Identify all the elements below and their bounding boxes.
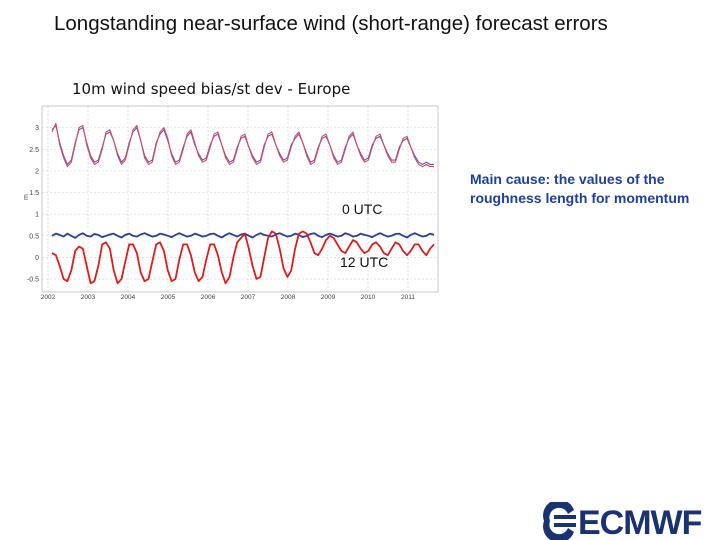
plot-area	[41, 105, 439, 293]
x-tick-label: 2006	[201, 294, 216, 300]
ecmwf-logo: ECMWF	[543, 502, 703, 540]
y-axis-label: m	[23, 194, 30, 200]
y-tick-label: 1	[35, 212, 39, 219]
ecmwf-swirl-icon	[543, 502, 576, 540]
x-axis-ticks: 2002 2003 2004 2005 2006 2007 2008 2009 2010 2011	[41, 294, 416, 300]
x-tick-label: 2005	[161, 294, 176, 300]
logo-text: ECMWF	[578, 504, 702, 540]
y-tick-label: 0.5	[29, 233, 39, 240]
y-tick-label: 2.5	[29, 147, 39, 154]
series-line-0-utc-st-dev	[51, 122, 434, 168]
x-tick-label: 2009	[321, 294, 336, 300]
series-line-12-utc	[51, 230, 435, 285]
x-tick-label: 2003	[81, 294, 96, 300]
annotation-12utc: 12 UTC	[340, 254, 388, 270]
series-lines	[51, 122, 435, 285]
annotation-0utc: 0 UTC	[342, 201, 382, 217]
x-tick-label: 2008	[281, 294, 296, 300]
y-tick-label: 1.5	[29, 190, 39, 197]
series-line-0-utc	[51, 232, 435, 239]
x-tick-label: 2010	[361, 294, 376, 300]
x-tick-label: 2002	[41, 294, 56, 300]
chart-title: 10m wind speed bias/st dev - Europe	[72, 80, 351, 98]
y-tick-label: 3	[35, 125, 39, 132]
y-tick-label: 0	[35, 255, 39, 262]
x-tick-label: 2011	[401, 294, 415, 300]
x-tick-label: 2004	[121, 294, 136, 300]
y-axis-ticks: -0.5 0 0.5 1 1.5 2 2.5 3	[27, 125, 39, 283]
y-tick-label: 2	[35, 168, 39, 175]
x-tick-label: 2007	[241, 294, 256, 300]
slide-title: Longstanding near-surface wind (short-ra…	[54, 12, 608, 35]
y-tick-label: -0.5	[27, 277, 39, 284]
wind-bias-chart: -0.500.511.522.53 2002 2003 2004 2005 2006 20…	[23, 105, 439, 300]
main-cause-note: Main cause: the values of the roughness …	[470, 171, 690, 206]
